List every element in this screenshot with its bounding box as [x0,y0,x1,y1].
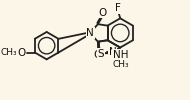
Text: F: F [115,3,121,13]
Text: N: N [109,47,116,57]
Text: O: O [94,50,102,60]
Text: N: N [86,28,94,38]
Text: S: S [97,49,104,59]
Text: CH₃: CH₃ [1,48,17,57]
Text: O: O [17,48,25,58]
Text: NH: NH [113,50,128,60]
Text: N: N [86,28,94,38]
Text: O: O [98,8,107,18]
Text: CH₃: CH₃ [112,60,129,69]
